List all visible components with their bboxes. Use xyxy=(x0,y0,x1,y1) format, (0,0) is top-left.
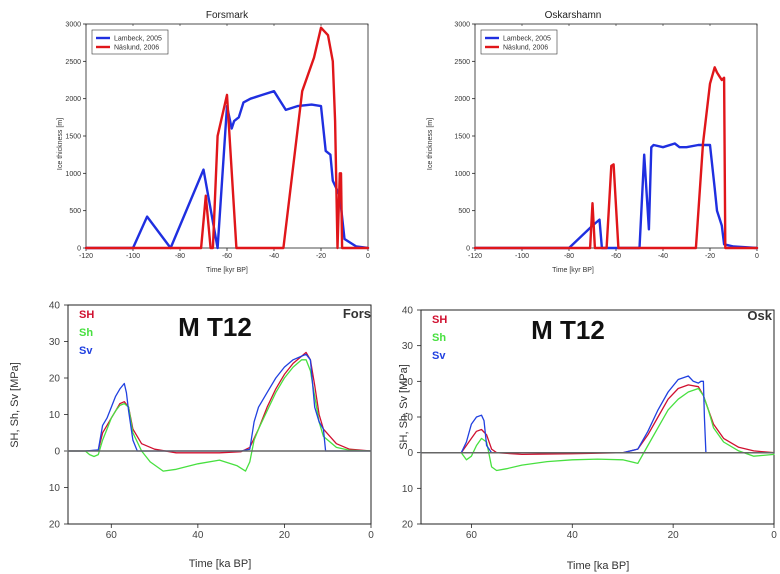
legend-label-sv: Sv xyxy=(432,350,446,362)
plot-frame xyxy=(85,23,369,249)
y-tick-label: 20 xyxy=(402,377,414,388)
legend-label: Lambeck, 2005 xyxy=(114,36,162,43)
forsmark-stress-chart: M T12 Fors Time [ka BP] SH, Sh, Sv [MPa]… xyxy=(9,301,374,571)
legend-label-sh: Sh xyxy=(432,332,446,344)
x-tick-label: -120 xyxy=(79,253,93,260)
x-tick-label: -40 xyxy=(658,253,668,260)
legend-label-sh: Sh xyxy=(79,327,93,339)
series-line-lambeck-2005 xyxy=(84,89,370,250)
x-tick-label: -80 xyxy=(175,253,185,260)
y-tick-label: 10 xyxy=(49,483,61,494)
x-axis-label: Time [ka BP] xyxy=(189,558,252,570)
y-tick-label: 1500 xyxy=(65,134,81,141)
x-tick-label: -120 xyxy=(468,253,482,260)
y-tick-label: 3000 xyxy=(454,22,470,29)
x-tick-label: -60 xyxy=(611,253,621,260)
series-line-sv xyxy=(67,353,372,452)
legend-label: Näslund, 2006 xyxy=(503,45,548,52)
legend-label: Lambeck, 2005 xyxy=(503,36,551,43)
x-tick-label: 20 xyxy=(668,530,680,541)
y-tick-label: 30 xyxy=(49,337,61,348)
series-line-sh xyxy=(420,384,775,456)
x-tick-label: 0 xyxy=(366,253,370,260)
y-tick-label: 10 xyxy=(402,413,414,424)
x-tick-label: 60 xyxy=(106,530,118,541)
legend-label-sh: SH xyxy=(432,314,447,326)
legend-label-sh: SH xyxy=(79,309,94,321)
y-axis-label: SH, Sh, Sv [MPa] xyxy=(398,364,410,450)
x-tick-label: -100 xyxy=(126,253,140,260)
x-tick-label: 40 xyxy=(567,530,579,541)
y-tick-label: 2500 xyxy=(65,59,81,66)
legend-box xyxy=(480,29,558,55)
site-label: Osk xyxy=(747,308,772,323)
site-label: Fors xyxy=(343,306,371,321)
oskarshamn-ice-chart: Oskarshamn Time [kyr BP] Ice thickness [… xyxy=(427,10,759,274)
forsmark-ice-chart: Forsmark Time [kyr BP] Ice thickness [m]… xyxy=(57,10,370,274)
oskarshamn-stress-chart: M T12 Osk Time [ka BP] SH, Sh, Sv [MPa] … xyxy=(398,306,777,573)
series-line-sv xyxy=(420,375,775,454)
y-tick-label: 500 xyxy=(458,208,470,215)
series-line-n-slund-2006 xyxy=(84,26,370,250)
x-tick-label: -20 xyxy=(316,253,326,260)
x-tick-label: 0 xyxy=(771,530,777,541)
y-tick-label: 500 xyxy=(69,208,81,215)
chart-title: M T12 xyxy=(531,315,605,345)
y-tick-label: 0 xyxy=(407,448,413,459)
chart-title: M T12 xyxy=(178,312,252,342)
y-tick-label: 1000 xyxy=(454,171,470,178)
y-axis-label: Ice thickness [m] xyxy=(57,118,64,170)
y-tick-label: 10 xyxy=(402,484,414,495)
x-tick-label: 0 xyxy=(755,253,759,260)
y-tick-label: 0 xyxy=(466,246,470,253)
x-axis-label: Time [kyr BP] xyxy=(552,267,594,274)
legend-label: Näslund, 2006 xyxy=(114,45,159,52)
y-tick-label: 0 xyxy=(77,246,81,253)
y-tick-label: 10 xyxy=(49,410,61,421)
x-tick-label: -100 xyxy=(515,253,529,260)
y-tick-label: 2500 xyxy=(454,59,470,66)
series-line-sh xyxy=(67,359,372,472)
y-tick-label: 1500 xyxy=(454,134,470,141)
x-tick-label: 60 xyxy=(466,530,478,541)
legend-box xyxy=(91,29,169,55)
y-axis-label: Ice thickness [m] xyxy=(427,118,434,170)
x-tick-label: 20 xyxy=(279,530,291,541)
y-tick-label: 30 xyxy=(402,341,414,352)
y-tick-label: 20 xyxy=(402,520,414,531)
chart-title: Oskarshamn xyxy=(545,10,602,21)
x-tick-label: -60 xyxy=(222,253,232,260)
y-tick-label: 20 xyxy=(49,520,61,531)
y-tick-label: 40 xyxy=(402,306,414,317)
x-axis-label: Time [ka BP] xyxy=(567,560,630,572)
y-tick-label: 20 xyxy=(49,374,61,385)
x-tick-label: -80 xyxy=(564,253,574,260)
y-tick-label: 2000 xyxy=(65,96,81,103)
y-tick-label: 0 xyxy=(54,447,60,458)
legend-label-sv: Sv xyxy=(79,345,93,357)
y-tick-label: 3000 xyxy=(65,22,81,29)
y-tick-label: 1000 xyxy=(65,171,81,178)
series-line-lambeck-2005 xyxy=(473,142,759,250)
y-tick-label: 40 xyxy=(49,301,61,312)
series-line-n-slund-2006 xyxy=(473,66,759,250)
y-axis-label: SH, Sh, Sv [MPa] xyxy=(9,362,21,448)
y-tick-label: 2000 xyxy=(454,96,470,103)
chart-title: Forsmark xyxy=(206,10,249,21)
series-line-sh xyxy=(420,387,775,472)
x-tick-label: 40 xyxy=(192,530,204,541)
x-tick-label: -40 xyxy=(269,253,279,260)
x-tick-label: -20 xyxy=(705,253,715,260)
x-axis-label: Time [kyr BP] xyxy=(206,267,248,274)
x-tick-label: 0 xyxy=(368,530,374,541)
